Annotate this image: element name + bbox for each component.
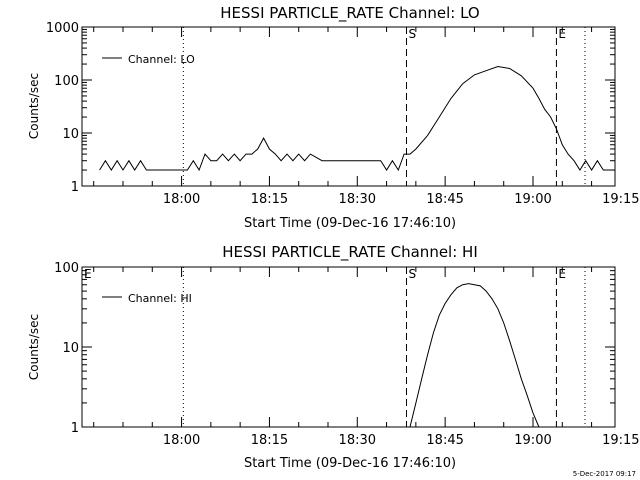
y-tick-label: 100 [54, 74, 79, 89]
marker-label-s: S [408, 27, 416, 41]
x-tick-label: 18:00 [163, 433, 200, 448]
y-tick-label: 100 [54, 261, 79, 276]
plot-frame [81, 26, 616, 187]
hi-x-axis-label: Start Time (09-Dec-16 17:46:10) [244, 456, 456, 471]
x-tick-label: 18:30 [339, 433, 376, 448]
plot-frame [81, 266, 616, 428]
marker-label-e: E [558, 267, 566, 281]
hi-title: HESSI PARTICLE_RATE Channel: HI [222, 243, 478, 262]
hi-legend-label: Channel: HI [128, 292, 192, 305]
series-line-lo [99, 65, 615, 172]
marker-label-e: E [84, 267, 92, 281]
x-tick-label: 18:30 [339, 192, 376, 207]
lo-title: HESSI PARTICLE_RATE Channel: LO [220, 4, 479, 23]
y-tick-label: 1 [71, 180, 79, 195]
lo-x-axis-label: Start Time (09-Dec-16 17:46:10) [244, 216, 456, 231]
series-line-hi [409, 283, 540, 428]
x-tick-label: 19:00 [514, 192, 551, 207]
x-tick-label: 19:00 [514, 433, 551, 448]
hi-y-axis-label: Counts/sec [27, 314, 41, 380]
y-tick-label: 1 [71, 421, 79, 436]
x-tick-label: 18:45 [426, 433, 463, 448]
y-tick-label: 10 [62, 127, 79, 142]
marker-label-e: E [558, 27, 566, 41]
x-tick-label: 18:15 [251, 192, 288, 207]
lo-legend-label: Channel: LO [128, 53, 195, 66]
lo-y-axis-label: Counts/sec [27, 73, 41, 139]
footer-timestamp: 5-Dec-2017 09:17 [573, 470, 636, 478]
x-tick-label: 18:45 [426, 192, 463, 207]
y-tick-label: 1000 [46, 21, 79, 36]
x-tick-label: 19:15 [602, 192, 639, 207]
marker-label-s: S [408, 267, 416, 281]
x-tick-label: 18:15 [251, 433, 288, 448]
x-tick-label: 19:15 [602, 433, 639, 448]
hi-channel-panel: HESSI PARTICLE_RATE Channel: HI Counts/s… [27, 243, 640, 471]
y-tick-label: 10 [62, 341, 79, 356]
x-tick-label: 18:00 [163, 192, 200, 207]
lo-channel-panel: HESSI PARTICLE_RATE Channel: LO Counts/s… [27, 4, 640, 231]
